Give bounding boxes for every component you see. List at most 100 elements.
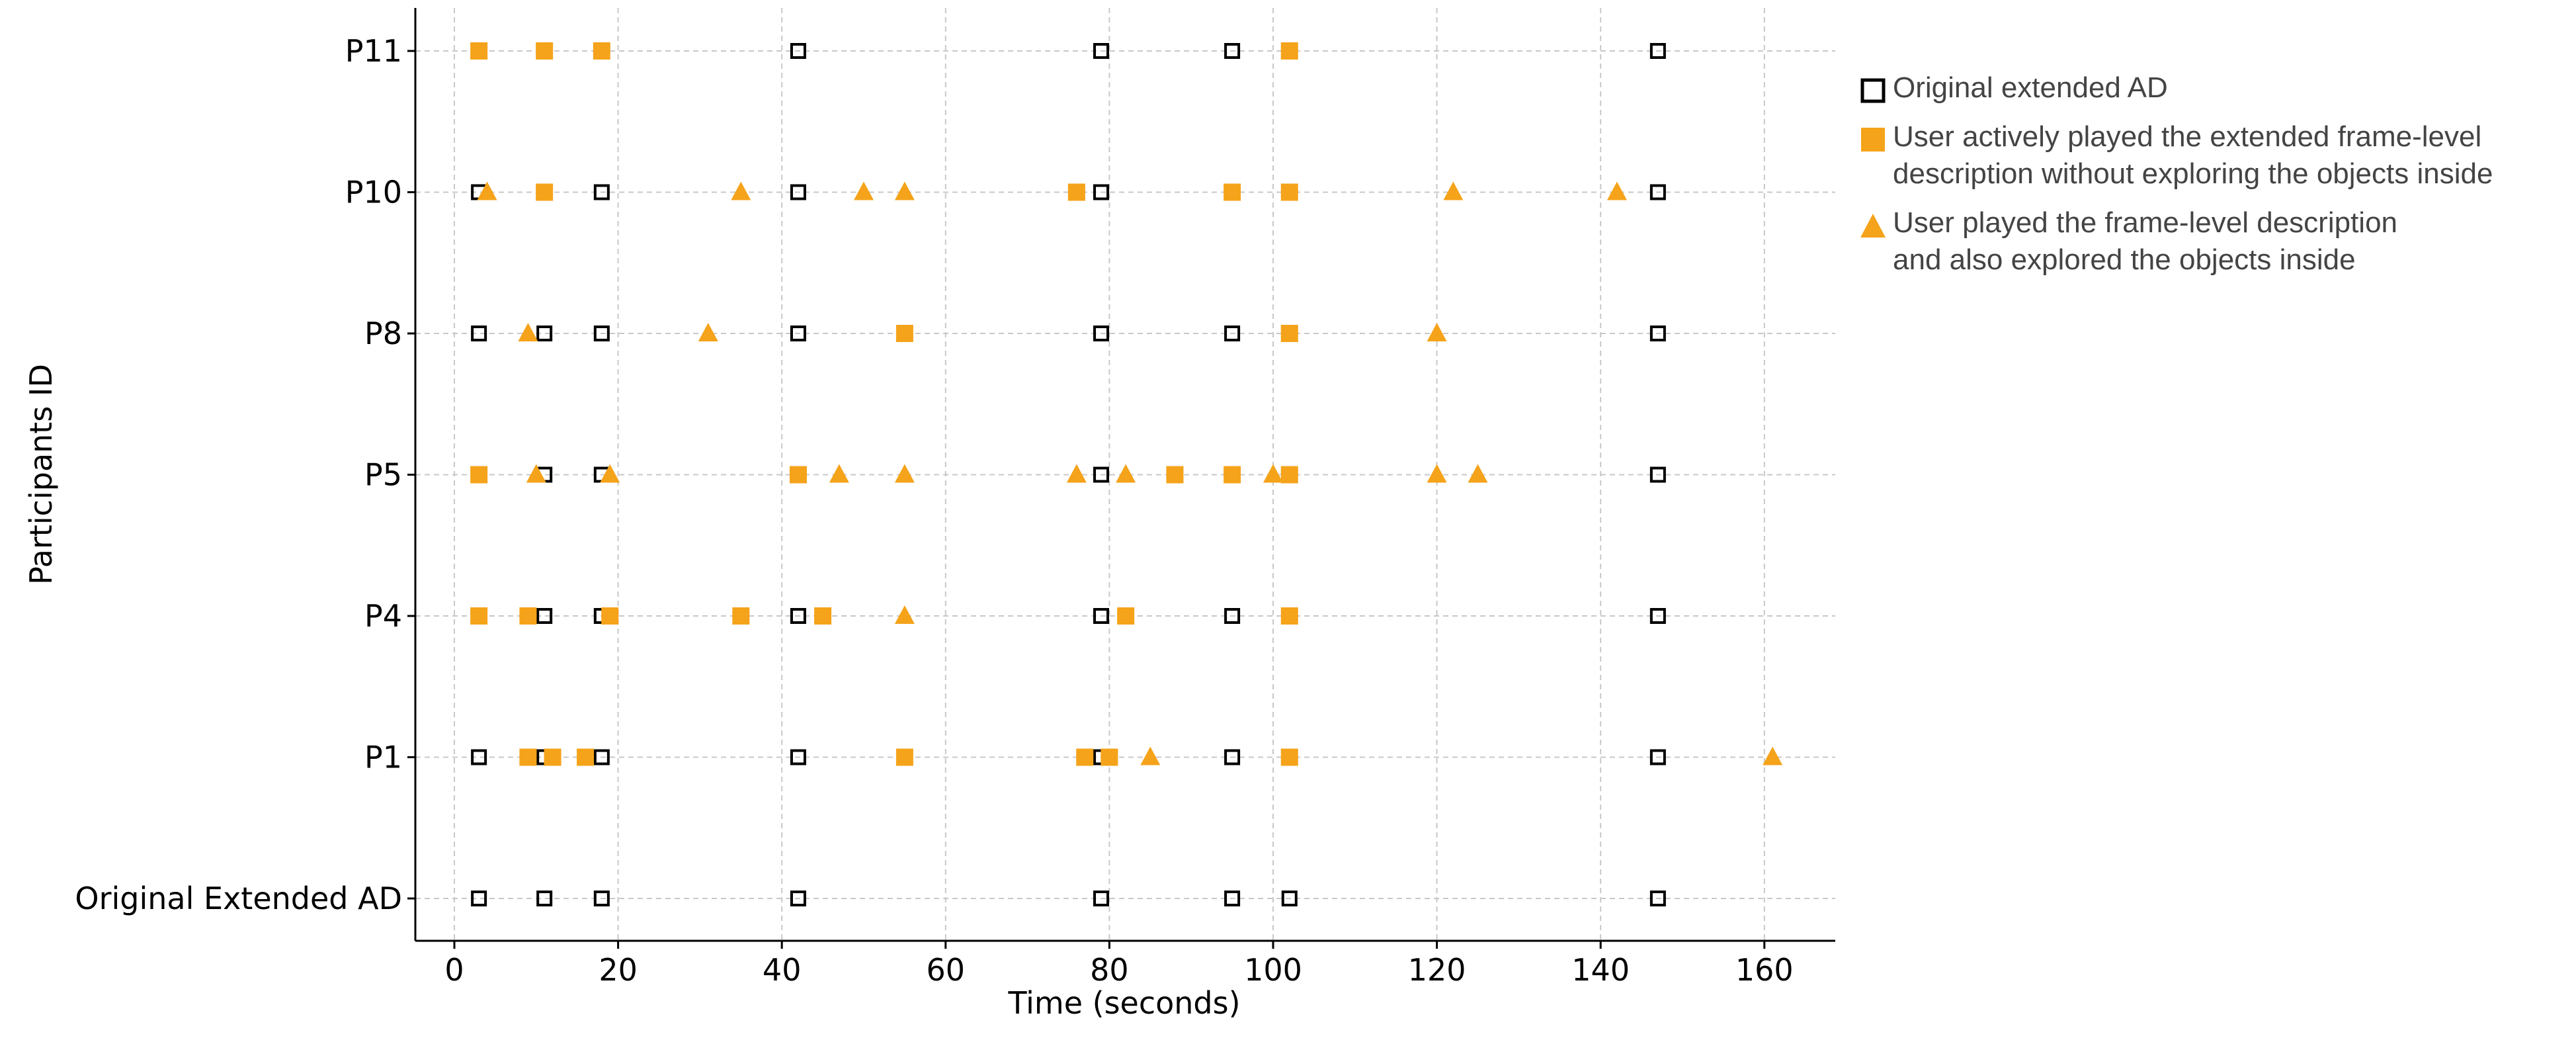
x-tick-label: 40 <box>763 952 802 988</box>
explored-objects-marker <box>894 605 915 624</box>
original-ad-marker <box>1649 608 1666 624</box>
played-description-marker <box>601 607 619 625</box>
original-ad-marker <box>1649 466 1666 483</box>
played-description-marker <box>814 607 832 625</box>
played-description-marker <box>895 325 913 342</box>
y-ticks: Original Extended AD P1 P4 P5 P8 P10 P11 <box>75 33 415 916</box>
y-tick-label: P5 <box>364 457 402 493</box>
original-ad-marker <box>471 326 487 341</box>
original-ad-marker <box>1649 184 1666 200</box>
y-tick-label: P10 <box>345 175 402 210</box>
legend-label-line: Original extended AD <box>1893 71 2168 104</box>
explored-objects-marker <box>1263 464 1283 483</box>
explored-objects-marker <box>600 464 620 483</box>
original-ad-marker <box>1649 749 1666 765</box>
x-tick-label: 80 <box>1090 952 1129 988</box>
original-ad-marker <box>1093 466 1110 483</box>
original-ad-marker <box>1093 326 1110 341</box>
played-description-marker <box>1166 466 1184 484</box>
played-description-marker <box>1280 466 1298 484</box>
explored-objects-marker <box>1066 464 1087 483</box>
x-axis-title: Time (seconds) <box>1007 985 1240 1021</box>
played-description-marker <box>1117 607 1135 625</box>
explored-objects-marker <box>518 323 538 341</box>
original-ad-marker <box>536 608 553 624</box>
explored-objects-marker <box>894 181 915 200</box>
played-description-marker <box>470 42 488 60</box>
played-description-marker <box>519 748 537 766</box>
x-tick-label: 160 <box>1735 952 1794 988</box>
played-description-marker <box>1076 748 1094 766</box>
y-axis-title: Participants ID <box>23 364 59 585</box>
original-ad-marker <box>1093 184 1110 200</box>
original-ad-marker <box>790 749 806 765</box>
x-tick-label: 60 <box>927 952 966 988</box>
played-description-marker <box>1280 748 1298 766</box>
y-tick-label: P8 <box>364 316 402 351</box>
open-square-marker-icon <box>1860 78 1886 103</box>
explored-objects-marker <box>1763 746 1783 765</box>
played-description-marker <box>536 183 554 201</box>
played-description-marker <box>1224 466 1241 484</box>
y-tick-label: Original Extended AD <box>75 881 402 916</box>
legend-label-line: User actively played the extended frame-… <box>1893 120 2482 153</box>
explored-objects-marker <box>1116 464 1136 483</box>
x-tick-label: 100 <box>1244 952 1302 988</box>
original-ad-marker <box>593 891 610 906</box>
explored-objects-marker <box>1443 181 1464 200</box>
played-description-marker <box>536 42 554 60</box>
played-description-marker <box>470 466 488 484</box>
played-description-marker <box>1280 607 1298 625</box>
played-description-marker <box>1280 325 1298 342</box>
explored-objects-marker <box>854 181 874 200</box>
y-tick-label: P4 <box>364 598 402 634</box>
explored-objects-marker <box>894 464 915 483</box>
legend-item-played: User actively played the extended frame-… <box>1852 118 2566 193</box>
x-tick-label: 20 <box>599 952 638 988</box>
original-ad-marker <box>593 326 610 341</box>
legend-item-explored: User played the frame-level description … <box>1852 204 2566 279</box>
explored-objects-marker <box>526 464 546 483</box>
original-ad-marker <box>1281 891 1298 906</box>
played-description-marker <box>1101 748 1118 766</box>
original-ad-marker <box>1649 43 1666 59</box>
explored-objects-marker <box>829 464 849 483</box>
original-ad-marker <box>1649 326 1666 341</box>
played-description-marker <box>732 607 750 625</box>
played-description-marker <box>577 748 595 766</box>
original-ad-marker <box>1224 326 1241 341</box>
original-ad-marker <box>1093 43 1110 59</box>
legend-label-line: description without exploring the object… <box>1893 157 2493 190</box>
played-description-marker <box>895 748 913 766</box>
played-description-marker <box>519 607 537 625</box>
filled-square-marker-icon <box>1861 128 1885 152</box>
played-description-marker <box>1067 183 1085 201</box>
original-ad-marker <box>790 891 806 906</box>
triangle-marker-icon <box>1860 214 1886 238</box>
original-ad-marker <box>1224 608 1241 624</box>
played-description-marker <box>1224 183 1241 201</box>
legend-label-line: User played the frame-level description <box>1893 206 2398 239</box>
played-description-marker <box>789 466 807 484</box>
explored-objects-marker <box>1468 464 1488 483</box>
y-tick-label: P1 <box>364 740 402 775</box>
x-tick-label: 0 <box>444 952 464 988</box>
original-ad-marker <box>536 891 553 906</box>
original-ad-marker <box>1649 891 1666 906</box>
legend-item-original: Original extended AD <box>1852 69 2566 107</box>
y-tick-label: P11 <box>345 33 402 69</box>
original-ad-marker <box>790 608 806 624</box>
original-ad-marker <box>536 326 553 341</box>
played-description-marker <box>470 607 488 625</box>
explored-objects-marker <box>1140 746 1161 765</box>
original-ad-marker <box>471 891 487 906</box>
original-ad-marker <box>1224 43 1241 59</box>
explored-objects-marker <box>477 181 497 200</box>
original-ad-marker <box>593 184 610 200</box>
data-marks <box>470 42 1783 906</box>
original-ad-marker <box>471 749 487 765</box>
x-tick-label: 120 <box>1408 952 1466 988</box>
original-ad-marker <box>1224 891 1241 906</box>
x-ticks: 0 20 40 60 80 100 120 140 160 <box>444 941 1794 988</box>
